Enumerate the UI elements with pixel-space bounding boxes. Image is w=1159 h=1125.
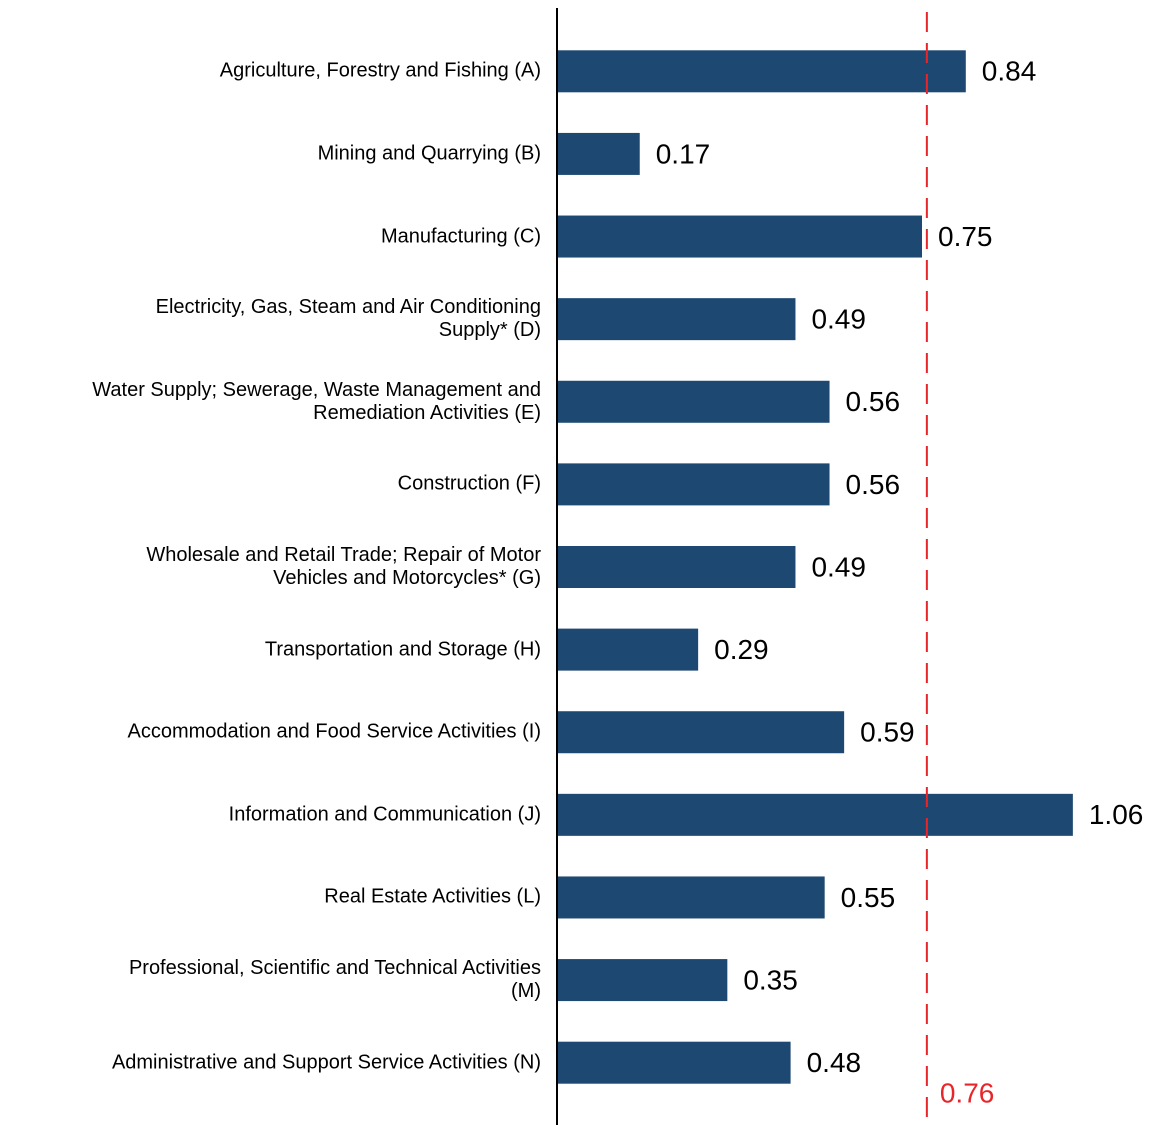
value-label: 0.35: [743, 964, 798, 995]
bar: [557, 628, 699, 671]
value-label: 0.48: [807, 1047, 862, 1078]
category-label: Manufacturing (C): [380, 225, 541, 248]
category-label: Electricity, Gas, Steam and Air Conditio…: [155, 296, 541, 342]
value-label: 0.59: [860, 717, 915, 748]
value-label: 0.56: [846, 469, 901, 500]
value-label: 0.84: [982, 56, 1037, 87]
category-label: Wholesale and Retail Trade; Repair of Mo…: [146, 544, 541, 589]
category-label: Agriculture, Forestry and Fishing (A): [219, 59, 541, 82]
bar: [557, 132, 640, 175]
category-label: Administrative and Support Service Activ…: [111, 1051, 541, 1074]
value-label: 0.17: [656, 138, 711, 169]
bar: [557, 380, 830, 423]
value-label: 0.75: [938, 221, 993, 252]
category-label: Construction (F): [397, 472, 541, 495]
category-label: Accommodation and Food Service Activitie…: [127, 720, 541, 743]
value-label: 0.49: [811, 304, 866, 335]
bar: [557, 959, 728, 1002]
category-label: Mining and Quarrying (B): [317, 142, 541, 165]
value-label: 0.29: [714, 634, 769, 665]
bar: [557, 215, 922, 258]
value-label: 0.56: [846, 386, 901, 417]
bar: [557, 876, 825, 919]
value-label: 0.49: [811, 551, 866, 582]
category-label: Professional, Scientific and Technical A…: [128, 957, 541, 1003]
bar: [557, 463, 830, 506]
value-label: 1.06: [1089, 799, 1144, 830]
category-label: Real Estate Activities (L): [324, 885, 541, 908]
bar: [557, 298, 796, 341]
reference-label: 0.76: [940, 1077, 995, 1108]
bar: [557, 1041, 791, 1084]
bar: [557, 711, 845, 754]
category-label: Transportation and Storage (H): [264, 638, 541, 661]
bar: [557, 50, 966, 93]
category-label: Water Supply; Sewerage, Waste Management…: [92, 378, 541, 424]
bar: [557, 793, 1073, 836]
category-label: Information and Communication (J): [228, 803, 541, 826]
bar: [557, 546, 796, 588]
value-label: 0.55: [841, 882, 896, 913]
